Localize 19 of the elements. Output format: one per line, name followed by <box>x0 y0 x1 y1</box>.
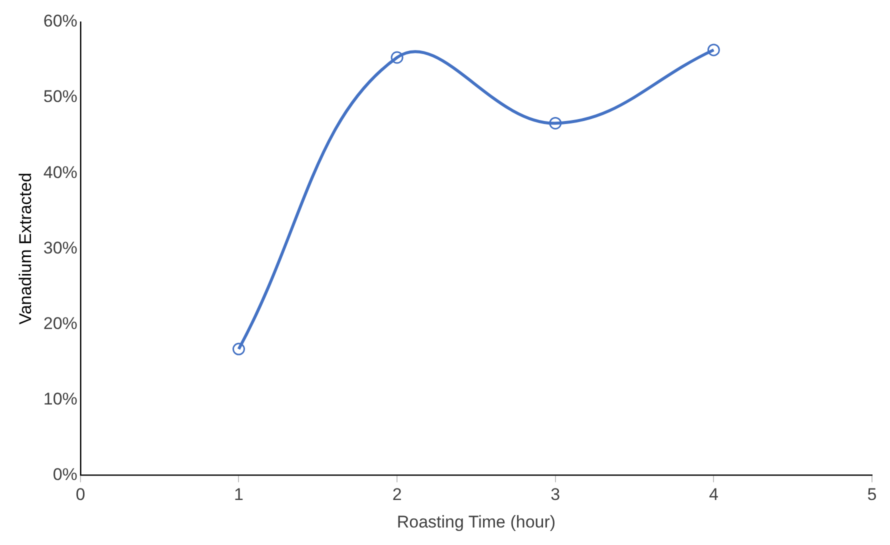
x-tick-label: 3 <box>550 485 560 504</box>
x-axis-title: Roasting Time (hour) <box>396 512 556 532</box>
x-tick-label: 2 <box>392 485 402 504</box>
x-tick-label: 4 <box>708 485 718 504</box>
point <box>232 342 245 356</box>
y-tick-label: 60% <box>43 12 78 31</box>
y-tick-label: 30% <box>43 238 78 258</box>
y-tick-label: 50% <box>43 87 78 106</box>
y-tick-label: 10% <box>43 389 78 408</box>
x-tick-label: 1 <box>234 485 244 504</box>
point <box>707 44 720 56</box>
y-tick-label: 20% <box>43 314 78 333</box>
x-tick-label: 5 <box>867 485 877 504</box>
point <box>549 116 562 130</box>
y-tick-label: 0% <box>52 464 78 484</box>
point <box>390 51 404 64</box>
y-tick-label: 40% <box>43 162 78 182</box>
y-axis-title: Vanadium Extracted <box>16 172 35 325</box>
x-tick-label: 0 <box>76 485 86 504</box>
